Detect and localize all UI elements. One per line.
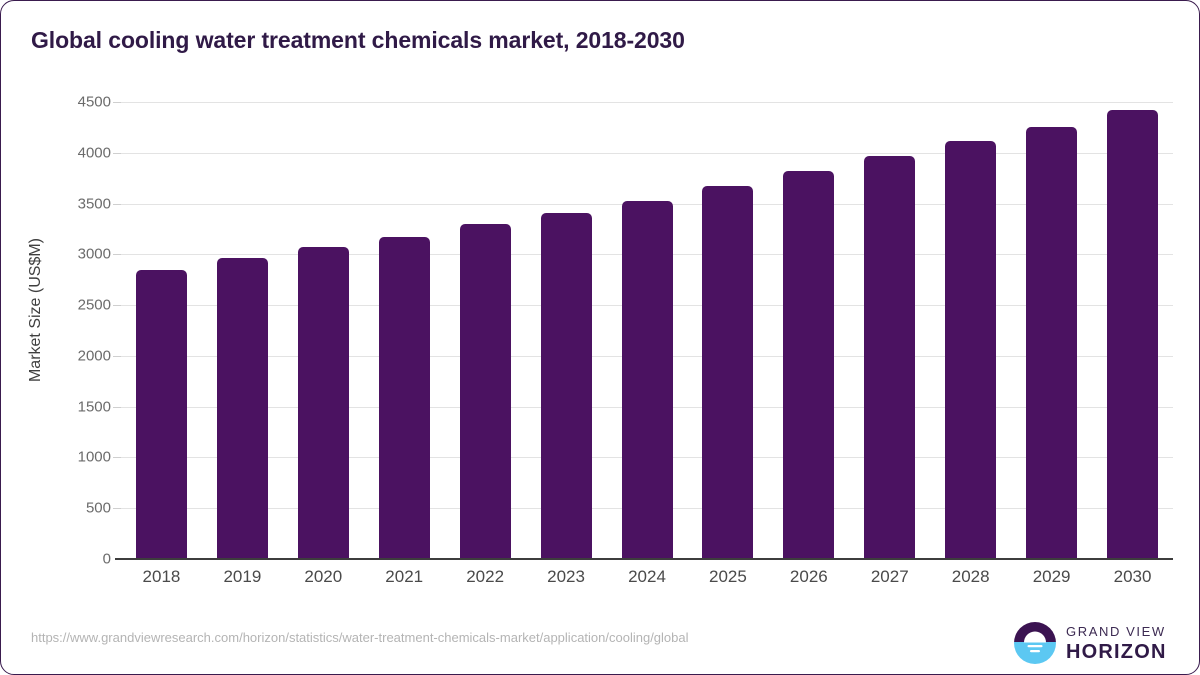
gridline [121,152,1173,154]
x-tick-label: 2022 [466,567,505,586]
bar[interactable] [864,156,916,559]
source-url[interactable]: https://www.grandviewresearch.com/horizo… [31,630,689,645]
bar[interactable] [216,258,268,559]
x-tick-label: 2024 [628,567,666,586]
x-tick-label: 2018 [142,567,181,586]
bar[interactable] [945,140,997,559]
y-tick-label: 0 [102,550,111,568]
y-tick-label: 500 [85,499,111,517]
y-tick-label: 4500 [77,93,111,111]
bar[interactable] [621,200,673,559]
bar[interactable] [297,247,349,559]
y-tick-mark [113,305,121,307]
y-tick-mark [113,457,121,459]
logo-wordmark: GRAND VIEW HORIZON [1066,625,1167,662]
x-tick-label: 2026 [789,567,828,586]
y-tick-mark [113,102,121,103]
bar[interactable] [135,269,187,559]
x-axis-line [115,558,1173,560]
x-tick-label: 2023 [547,567,585,586]
y-tick-mark [113,152,121,154]
y-tick-label: 2500 [77,296,111,314]
x-tick-label: 2021 [385,567,424,586]
gridline [121,102,1173,103]
x-tick-label: 2027 [870,567,909,586]
x-tick-label: 2025 [709,567,747,586]
bar[interactable] [540,212,592,559]
y-tick-mark [113,406,121,408]
bar[interactable] [378,236,430,559]
x-tick-label: 2020 [304,567,343,586]
x-tick-label: 2019 [223,567,262,586]
brand-logo: GRAND VIEW HORIZON [1013,621,1167,665]
y-tick-mark [113,254,121,256]
bar[interactable] [459,223,511,559]
logo-line-horizon: HORIZON [1066,640,1167,663]
plot-area [121,102,1173,559]
y-tick-label: 3000 [77,245,111,263]
horizon-logo-icon [1014,622,1056,664]
y-tick-mark [113,203,121,205]
y-tick-label: 1000 [77,448,111,466]
x-tick-label: 2030 [1113,567,1152,586]
page-title: Global cooling water treatment chemicals… [31,27,685,53]
y-tick-mark [113,355,121,357]
y-tick-mark [113,508,121,510]
y-tick-label: 2000 [77,347,111,365]
bar[interactable] [1107,109,1159,559]
y-tick-label: 3500 [77,195,111,213]
y-tick-label: 4000 [77,144,111,162]
logo-line-grand-view: GRAND VIEW [1066,623,1166,639]
bar[interactable] [783,171,835,559]
y-axis-title: Market Size (US$M) [27,237,44,383]
x-tick-label: 2029 [1032,567,1071,586]
y-tick-label: 1500 [77,398,111,416]
bar[interactable] [702,186,754,559]
bar[interactable] [1026,126,1078,559]
x-tick-label: 2028 [951,567,990,586]
